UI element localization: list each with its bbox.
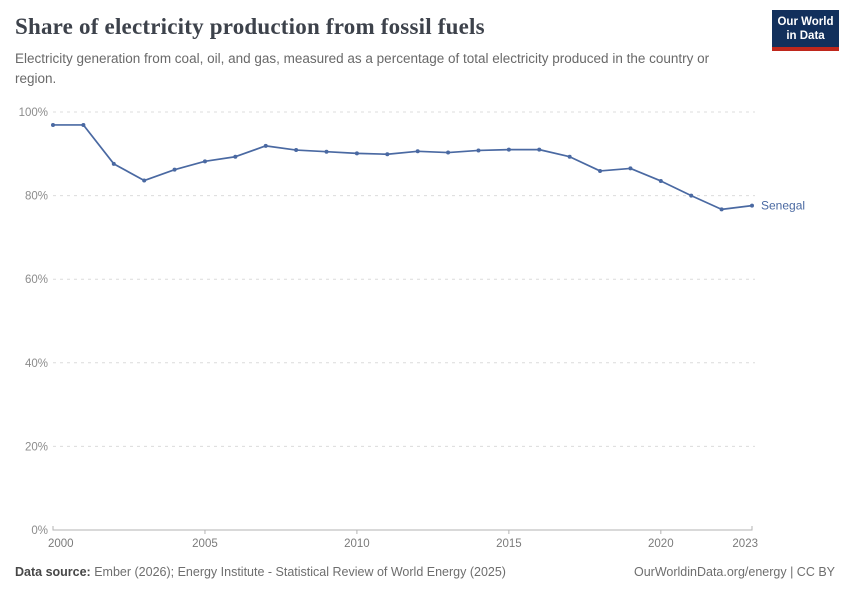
data-point-marker: [598, 168, 603, 173]
y-axis-tick-label: 100%: [19, 107, 48, 119]
data-point-marker: [537, 147, 542, 152]
data-point-marker: [506, 147, 511, 152]
y-axis-tick-label: 60%: [25, 274, 48, 286]
y-axis-tick-label: 0%: [31, 525, 48, 537]
chart-footer: Data source: Ember (2026); Energy Instit…: [15, 565, 835, 579]
data-point-marker: [415, 149, 420, 154]
x-axis-tick-label: 2000: [48, 538, 74, 550]
data-point-marker: [719, 207, 724, 212]
x-axis-tick-label: 2023: [732, 538, 758, 550]
data-point-marker: [172, 167, 177, 172]
data-point-marker: [567, 154, 572, 159]
data-point-marker: [294, 148, 299, 153]
data-source-text: Ember (2026); Energy Institute - Statist…: [90, 565, 506, 579]
data-point-marker: [354, 151, 359, 156]
data-point-marker: [385, 152, 390, 157]
series-end-label: Senegal: [761, 199, 805, 213]
data-source-note: Data source: Ember (2026); Energy Instit…: [15, 565, 506, 579]
data-point-marker: [446, 150, 451, 155]
data-point-marker: [476, 148, 481, 153]
owid-logo-line1: Our World: [777, 16, 834, 28]
data-point-marker: [324, 149, 329, 154]
chart-header: Share of electricity production from fos…: [15, 14, 760, 88]
x-axis-line: [52, 526, 753, 531]
x-axis-tick-label: 2015: [496, 538, 522, 550]
line-chart: 0% 20% 40% 60% 80% 100% 2000 2005 2010 2015 2020 20…: [19, 107, 805, 550]
y-axis-tick-label: 20%: [25, 441, 48, 453]
data-point-marker: [233, 154, 238, 159]
owid-logo[interactable]: Our World in Data: [772, 10, 839, 51]
data-point-marker: [81, 122, 86, 127]
footer-link[interactable]: OurWorldinData.org/energy | CC BY: [633, 565, 835, 579]
data-point-marker: [142, 178, 147, 183]
x-axis-tick-label: 2005: [192, 538, 218, 550]
data-point-marker: [628, 166, 633, 171]
data-point-marker: [51, 122, 55, 127]
data-point-marker: [658, 178, 663, 183]
data-point-marker: [750, 203, 754, 208]
data-point-marker: [263, 143, 268, 148]
data-point-marker: [689, 193, 694, 198]
data-source-label: Data source:: [15, 565, 91, 579]
x-axis-tick-label: 2020: [648, 538, 674, 550]
y-axis-tick-label: 40%: [25, 358, 48, 370]
data-point-marker: [111, 161, 116, 166]
series-line: [52, 124, 753, 211]
x-axis-tick-label: 2010: [344, 538, 370, 550]
owid-logo-line2: in Data: [786, 30, 825, 42]
data-point-marker: [202, 159, 207, 164]
page-title: Share of electricity production from fos…: [15, 14, 485, 39]
chart-subtitle: Electricity generation from coal, oil, a…: [15, 51, 710, 86]
y-axis-tick-label: 80%: [25, 191, 48, 203]
